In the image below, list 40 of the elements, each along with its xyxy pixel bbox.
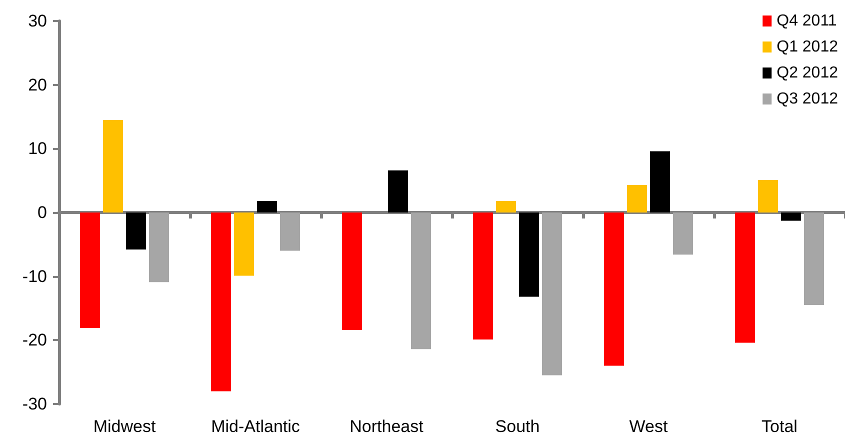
bar <box>80 212 100 328</box>
bar <box>149 212 169 282</box>
bar <box>604 212 624 366</box>
bar <box>126 212 146 250</box>
legend-label: Q2 2012 <box>776 64 838 82</box>
x-tick-label: Total <box>762 417 798 436</box>
bar <box>673 212 693 255</box>
legend-label: Q4 2011 <box>776 12 837 30</box>
y-tick-label: 0 <box>38 203 47 222</box>
x-tick-label: West <box>629 417 668 436</box>
y-tick-label: -10 <box>22 266 47 286</box>
bar <box>735 212 755 343</box>
x-tick-label: Midwest <box>93 417 156 436</box>
bar <box>411 212 431 350</box>
bar <box>758 180 778 212</box>
x-tick-label: Mid-Atlantic <box>211 417 300 436</box>
bar <box>342 212 362 330</box>
bar <box>496 201 516 212</box>
legend-label: Q3 2012 <box>776 90 838 108</box>
bar <box>519 212 539 297</box>
bar <box>280 212 300 251</box>
bar <box>627 185 647 212</box>
legend-label: Q1 2012 <box>776 38 838 56</box>
y-tick-label: -30 <box>22 394 47 414</box>
bar <box>388 170 408 212</box>
y-tick-label: 20 <box>28 75 47 94</box>
bar <box>473 212 493 340</box>
bar <box>804 212 824 306</box>
bar <box>781 212 801 221</box>
x-tick-label: South <box>495 417 540 436</box>
bar <box>650 151 670 212</box>
bar <box>234 212 254 276</box>
y-tick-label: -20 <box>22 330 47 350</box>
bar <box>257 201 277 212</box>
y-tick-label: 30 <box>28 12 47 30</box>
bar <box>542 212 562 376</box>
bar <box>103 120 123 212</box>
bar <box>211 212 231 392</box>
x-tick-label: Northeast <box>350 417 424 436</box>
y-tick-label: 10 <box>28 139 47 158</box>
